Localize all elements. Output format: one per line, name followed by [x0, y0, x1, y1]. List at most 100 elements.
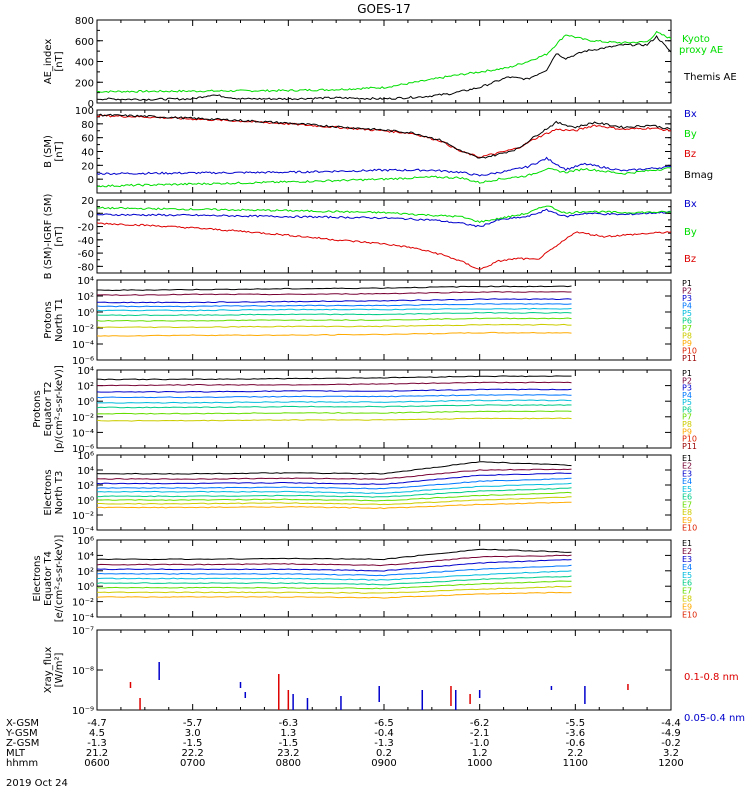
y-tick-label: 10⁻⁴	[72, 340, 94, 351]
channel-line-e6	[97, 487, 572, 498]
legend-label: E1	[682, 454, 692, 463]
y-axis-label: Electrons	[32, 555, 43, 601]
orbit-row-value: -4.9	[661, 728, 681, 739]
legend-label: Bx	[684, 109, 697, 120]
channel-line-p6	[97, 404, 572, 409]
figure-title: GOES-17	[357, 2, 411, 16]
panel-pe: 10⁻⁶ 10⁻⁴ 10⁻² 10⁰ 10² 10⁴ Protons Equator T2 [p…	[32, 365, 697, 455]
y-tick-label: 10⁻²	[72, 511, 94, 522]
series-line-bz	[97, 114, 671, 159]
panel-frame	[96, 369, 672, 449]
orbit-row-value: -1.5	[279, 738, 299, 749]
y-tick-label: 0	[88, 209, 94, 220]
legend-label: P6	[682, 316, 692, 325]
orbit-row-value: 0900	[371, 758, 396, 769]
legend-label: E2	[682, 547, 692, 556]
orbit-row-value: -0.2	[661, 738, 681, 749]
y-axis-label: [nT]	[54, 141, 65, 161]
channel-line-e9	[97, 591, 572, 599]
y-axis-label: B (SM)	[43, 135, 54, 168]
orbit-row-value: -0.4	[374, 728, 394, 739]
orbit-row-label: Y-GSM	[5, 728, 38, 739]
channel-line-p1	[97, 375, 572, 381]
channel-line-e3	[97, 472, 572, 485]
series-line-bz	[97, 222, 671, 270]
legend-label: E10	[682, 524, 697, 533]
channel-line-p2	[97, 381, 572, 387]
orbit-row-value: 0800	[276, 758, 301, 769]
orbit-row-value: 23.2	[277, 748, 299, 759]
orbit-row-value: -6.3	[279, 718, 299, 729]
legend-label: Bmag	[684, 170, 713, 181]
legend-label: P3	[682, 294, 692, 303]
y-axis-label: [nT]	[54, 226, 65, 246]
legend-label: 0.05-0.4 nm	[684, 713, 745, 724]
legend-label: P1	[682, 279, 692, 288]
orbit-row-value: -4.4	[661, 718, 681, 729]
legend-label: P8	[682, 420, 692, 429]
legend-label: E1	[682, 539, 692, 548]
legend-label: E6	[682, 579, 692, 588]
legend-label: P6	[682, 405, 692, 414]
y-tick-label: 10⁶	[77, 451, 94, 462]
legend-label: P7	[682, 324, 692, 333]
orbit-row-value: 3.0	[185, 728, 201, 739]
legend-label: 0.1-0.8 nm	[684, 672, 739, 683]
orbit-row-value: 4.5	[89, 728, 105, 739]
y-axis-label: [nT]	[54, 51, 65, 71]
y-axis-label: North T1	[54, 298, 65, 342]
orbit-row-value: -6.2	[470, 718, 490, 729]
legend-label: P5	[682, 309, 692, 318]
legend-label: E2	[682, 462, 692, 471]
orbit-row-value: -1.3	[374, 738, 394, 749]
channel-line-e1	[97, 461, 572, 475]
channel-line-p5	[97, 399, 572, 404]
y-tick-label: 10⁻⁸	[72, 666, 94, 677]
y-tick-label: 10⁻⁶	[72, 356, 94, 367]
legend-label: P8	[682, 331, 692, 340]
channel-line-e4	[97, 564, 572, 577]
channel-line-e9	[97, 501, 572, 510]
orbit-row-value: 1.2	[472, 748, 488, 759]
series-line-bx	[97, 156, 671, 177]
legend-label: P1	[682, 369, 692, 378]
y-tick-label: 10⁻²	[72, 598, 94, 609]
channel-line-e7	[97, 580, 572, 590]
y-tick-label: 10⁻⁴	[72, 526, 94, 537]
legend-label: P10	[682, 435, 697, 444]
series-line-bx	[97, 208, 671, 228]
orbit-row-value: -1.5	[183, 738, 203, 749]
channel-line-e3	[97, 559, 572, 572]
legend-label: P2	[682, 286, 692, 295]
y-tick-label: 10⁰	[77, 397, 94, 408]
orbit-row-label: hhmm	[6, 758, 38, 769]
y-tick-label: 10⁴	[77, 276, 94, 287]
legend-label: P10	[682, 346, 697, 355]
channel-line-e7	[97, 491, 572, 502]
legend-label: proxy AE	[679, 45, 723, 56]
y-axis-label: Protons	[43, 301, 54, 338]
plot-area	[97, 285, 572, 337]
legend-label: P2	[682, 376, 692, 385]
y-tick-label: -80	[78, 262, 94, 273]
panel-ee: 10⁻⁴ 10⁻² 10⁰ 10² 10⁴ 10⁶ Electrons Equator T4[…	[32, 535, 697, 624]
channel-line-e1	[97, 548, 572, 561]
y-tick-label: -40	[78, 236, 94, 247]
channel-line-e8	[97, 585, 572, 594]
y-tick-label: 10⁶	[77, 536, 94, 547]
legend-label: P5	[682, 398, 692, 407]
y-tick-label: 10⁰	[77, 496, 94, 507]
series-line-by	[97, 205, 671, 224]
channel-line-p4	[97, 394, 572, 399]
panel-pn: 10⁻⁶ 10⁻⁴ 10⁻² 10⁰ 10² 10⁴ Protons North T1 P1P2…	[43, 276, 697, 367]
channel-line-p8	[97, 323, 572, 329]
channel-line-p6	[97, 311, 572, 317]
y-tick-label: -20	[78, 223, 94, 234]
y-tick-label: 0	[88, 175, 94, 186]
y-tick-label: 10²	[77, 382, 94, 393]
y-tick-label: 10⁻⁴	[72, 613, 94, 624]
y-tick-label: 40	[81, 148, 94, 159]
